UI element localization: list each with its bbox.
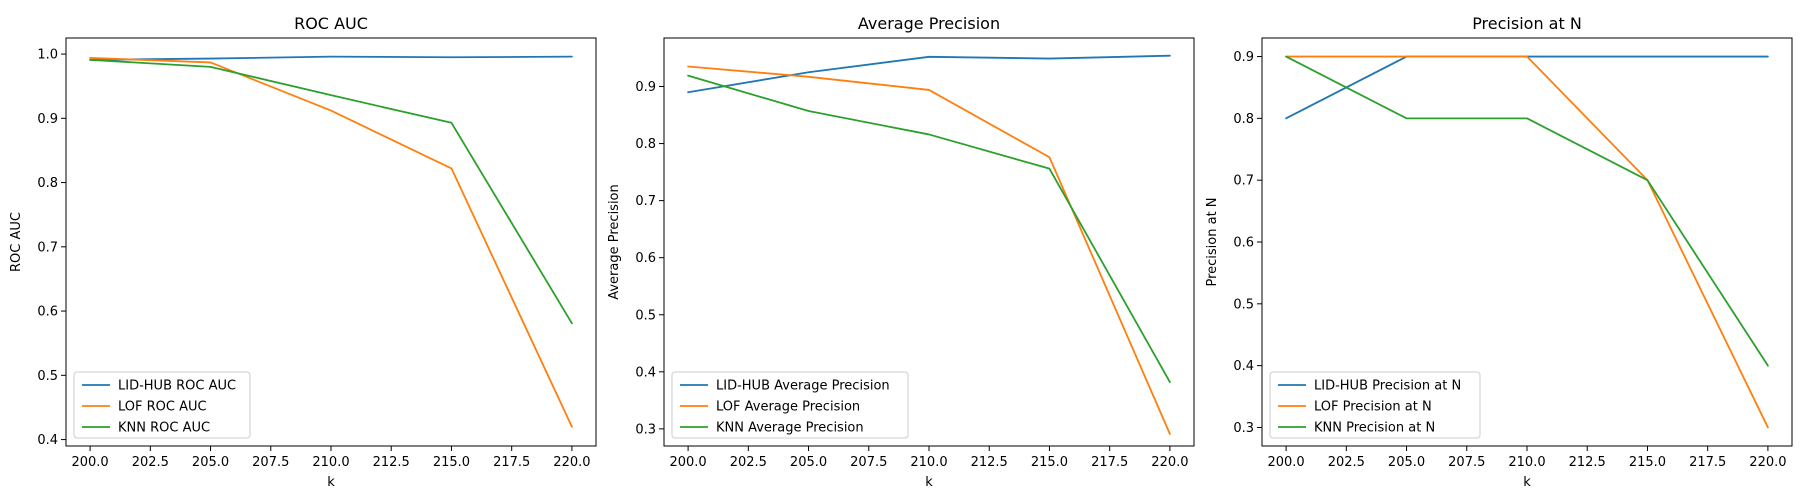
average-precision-x-tick-label: 217.5 xyxy=(1091,455,1128,470)
roc-auc-legend-entry: LOF ROC AUC xyxy=(118,400,207,415)
precision-at-n-y-tick-label: 0.3 xyxy=(1233,421,1254,436)
precision-at-n-y-tick-label: 0.8 xyxy=(1233,112,1254,127)
roc-auc-x-axis-label: k xyxy=(327,475,335,490)
average-precision-x-axis-label: k xyxy=(925,475,933,490)
average-precision-y-tick-label: 0.6 xyxy=(635,251,656,266)
precision-at-n-legend-frame xyxy=(1269,371,1481,439)
precision-at-n-y-tick-label: 0.7 xyxy=(1233,174,1254,189)
average-precision-x-tick-label: 212.5 xyxy=(971,455,1008,470)
precision-at-n-x-tick-label: 207.5 xyxy=(1448,455,1485,470)
average-precision-x-tick-label: 207.5 xyxy=(850,455,887,470)
roc-auc-legend-frame xyxy=(73,371,251,439)
roc-auc-x-tick-label: 200.0 xyxy=(71,455,108,470)
precision-at-n-x-tick-label: 200.0 xyxy=(1267,455,1304,470)
roc-auc-y-tick-label: 0.5 xyxy=(37,369,58,384)
precision-at-n-legend-entry: KNN Precision at N xyxy=(1314,421,1435,436)
average-precision-x-tick-label: 200.0 xyxy=(669,455,706,470)
average-precision-y-tick-label: 0.8 xyxy=(635,137,656,152)
average-precision-y-tick-label: 0.3 xyxy=(635,422,656,437)
average-precision-series-line-2 xyxy=(687,65,1171,435)
precision-at-n-series-line-2 xyxy=(1285,55,1769,429)
roc-auc-series-line-3 xyxy=(89,58,573,325)
roc-auc-y-tick-label: 1.0 xyxy=(37,48,58,63)
average-precision-y-tick-label: 0.5 xyxy=(635,308,656,323)
average-precision-x-tick-label: 220.0 xyxy=(1151,455,1188,470)
average-precision-legend-entry: LOF Average Precision xyxy=(716,400,860,415)
precision-at-n-series-line-1 xyxy=(1285,55,1769,120)
roc-auc-chart-title: ROC AUC xyxy=(294,14,368,33)
roc-auc-legend: LID-HUB ROC AUC LOF ROC AUC KNN ROC AUC xyxy=(73,371,251,439)
average-precision-x-tick-label: 210.0 xyxy=(910,455,947,470)
average-precision-legend: LID-HUB Average Precision LOF Average Pre… xyxy=(671,371,909,439)
roc-auc-x-tick-label: 205.0 xyxy=(192,455,229,470)
precision-at-n-y-tick-label: 0.9 xyxy=(1233,50,1254,65)
roc-auc-x-tick-label: 220.0 xyxy=(553,455,590,470)
roc-auc-x-tick-label: 217.5 xyxy=(493,455,530,470)
roc-auc-series-line-1 xyxy=(89,55,573,61)
average-precision-y-tick-label: 0.9 xyxy=(635,80,656,95)
roc-auc-y-tick-label: 0.8 xyxy=(37,176,58,191)
average-precision-legend-entry: LID-HUB Average Precision xyxy=(716,379,890,394)
precision-at-n-x-tick-label: 205.0 xyxy=(1388,455,1425,470)
average-precision-legend-frame xyxy=(671,371,909,439)
precision-at-n-x-tick-label: 210.0 xyxy=(1508,455,1545,470)
precision-at-n-x-tick-label: 212.5 xyxy=(1569,455,1606,470)
precision-at-n-y-axis-label: Precision at N xyxy=(1205,197,1220,286)
precision-at-n-x-tick-label: 215.0 xyxy=(1629,455,1666,470)
average-precision-series-line-3 xyxy=(687,74,1171,383)
average-precision-x-tick-label: 215.0 xyxy=(1031,455,1068,470)
precision-at-n-legend: LID-HUB Precision at N LOF Precision at N… xyxy=(1269,371,1481,439)
precision-at-n-x-tick-label: 220.0 xyxy=(1749,455,1786,470)
roc-auc-x-tick-label: 210.0 xyxy=(312,455,349,470)
roc-auc-y-tick-label: 0.7 xyxy=(37,240,58,255)
average-precision-x-tick-label: 205.0 xyxy=(790,455,827,470)
roc-auc-chart: 200.0 202.5 205.0 207.5 210.0 212.5 215.0 217.5… xyxy=(9,14,597,490)
average-precision-legend-entry: KNN Average Precision xyxy=(716,421,864,436)
precision-at-n-y-tick-label: 0.5 xyxy=(1233,297,1254,312)
precision-at-n-x-tick-label: 202.5 xyxy=(1328,455,1365,470)
roc-auc-x-tick-label: 207.5 xyxy=(252,455,289,470)
precision-at-n-x-axis-label: k xyxy=(1523,475,1531,490)
precision-at-n-legend-entry: LOF Precision at N xyxy=(1314,400,1432,415)
roc-auc-y-tick-label: 0.9 xyxy=(37,112,58,127)
roc-auc-y-tick-label: 0.6 xyxy=(37,305,58,320)
precision-at-n-chart-title: Precision at N xyxy=(1472,14,1582,33)
roc-auc-series-line-2 xyxy=(89,57,573,428)
roc-auc-x-tick-label: 212.5 xyxy=(373,455,410,470)
precision-at-n-chart: 200.0 202.5 205.0 207.5 210.0 212.5 215.0 217.5… xyxy=(1205,14,1793,490)
average-precision-y-tick-label: 0.7 xyxy=(635,194,656,209)
average-precision-chart-title: Average Precision xyxy=(858,14,1000,33)
precision-at-n-y-tick-label: 0.4 xyxy=(1233,359,1254,374)
precision-at-n-y-tick-label: 0.6 xyxy=(1233,236,1254,251)
roc-auc-x-tick-label: 215.0 xyxy=(433,455,470,470)
average-precision-x-tick-label: 202.5 xyxy=(730,455,767,470)
precision-at-n-legend-entry: LID-HUB Precision at N xyxy=(1314,379,1461,394)
average-precision-chart: 200.0 202.5 205.0 207.5 210.0 212.5 215.0 217.5… xyxy=(607,14,1195,490)
average-precision-y-tick-label: 0.4 xyxy=(635,365,656,380)
average-precision-series-line-1 xyxy=(687,54,1171,94)
precision-at-n-x-tick-label: 217.5 xyxy=(1689,455,1726,470)
roc-auc-x-tick-label: 202.5 xyxy=(132,455,169,470)
precision-at-n-series-line-3 xyxy=(1285,55,1769,367)
roc-auc-legend-entry: LID-HUB ROC AUC xyxy=(118,379,236,394)
roc-auc-legend-entry: KNN ROC AUC xyxy=(118,421,210,436)
roc-auc-y-tick-label: 0.4 xyxy=(37,433,58,448)
average-precision-y-axis-label: Average Precision xyxy=(607,184,622,300)
roc-auc-y-axis-label: ROC AUC xyxy=(9,212,24,272)
